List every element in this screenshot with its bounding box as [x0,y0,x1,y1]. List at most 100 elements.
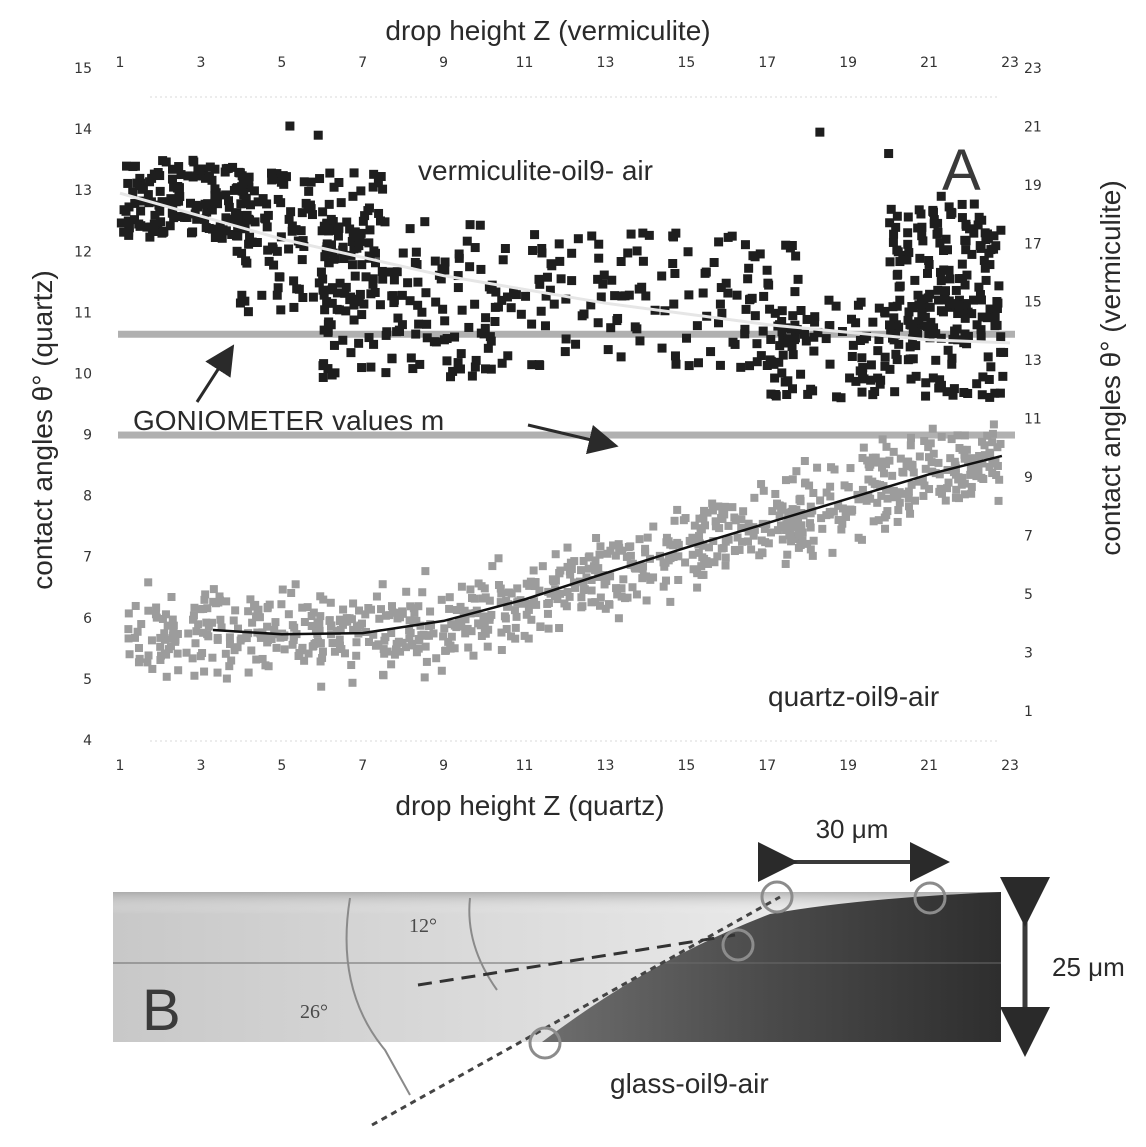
vermiculite-point [349,168,359,178]
quartz-point [809,536,818,545]
quartz-point [202,618,211,627]
vermiculite-point [777,327,787,337]
vermiculite-point [992,303,1002,313]
quartz-point [757,480,766,489]
vermiculite-point [397,320,407,330]
quartz-point [854,495,863,504]
quartz-point [374,640,383,649]
quartz-point [893,517,902,526]
series-vermiculite-oil9-air [116,121,1009,403]
vermiculite-point [186,228,196,238]
quartz-point [708,506,717,515]
quartz-point [862,496,871,505]
quartz-point [713,552,722,561]
vermiculite-point [792,325,802,335]
vermiculite-point [123,216,133,226]
vermiculite-point [788,311,798,321]
vermiculite-point [198,171,208,181]
vermiculite-point [992,297,1002,307]
x-top-axis-label: drop height Z (vermiculite) [385,15,710,46]
vermiculite-point [440,257,450,267]
quartz-point [394,637,403,646]
vermiculite-point [453,271,463,281]
quartz-point [349,599,358,608]
vermiculite-point [358,216,368,226]
vermiculite-point [157,228,167,238]
quartz-point [771,489,780,498]
vermiculite-point [334,223,344,233]
vermiculite-point [534,274,544,284]
vermiculite-point [480,323,490,333]
quartz-point [907,480,916,489]
quartz-point [148,664,157,673]
vermiculite-point [347,237,357,247]
vermiculite-point [747,293,757,303]
vermiculite-point [174,183,184,193]
quartz-point [211,599,220,608]
vermiculite-point [243,307,253,317]
vermiculite-point [446,372,456,382]
quartz-point [794,514,803,523]
vermiculite-point [534,360,544,370]
quartz-point [502,625,511,634]
quartz-point [162,672,171,681]
vermiculite-point [715,299,725,309]
quartz-point [909,468,918,477]
quartz-point [524,605,533,614]
vermiculite-point [948,390,958,400]
vermiculite-point [457,305,467,315]
quartz-point [695,532,704,541]
vermiculite-point [307,210,317,220]
vermiculite-point [943,345,953,355]
vermiculite-point [405,296,415,306]
quartz-point [592,534,601,543]
quartz-point [806,509,815,518]
vermiculite-point [957,259,967,269]
vermiculite-point [560,347,570,357]
quartz-point [328,639,337,648]
quartz-point [989,420,998,429]
quartz-point [649,573,658,582]
quartz-trendline [212,454,1003,636]
quartz-point [578,602,587,611]
vermiculite-point [793,274,803,284]
quartz-point [316,612,325,621]
vermiculite-point [467,371,477,381]
vermiculite-point [549,299,559,309]
vermiculite-point [327,370,337,380]
vermiculite-point [491,287,501,297]
panel-b-image [113,880,1001,1127]
quartz-point [379,671,388,680]
vermiculite-point [210,198,220,208]
x-top-tick-label: 11 [516,55,534,71]
quartz-point [728,503,737,512]
vermiculite-point [341,306,351,316]
quartz-point [555,624,564,633]
quartz-point [977,473,986,482]
quartz-point [681,514,690,523]
vermiculite-point [192,214,202,224]
quartz-point [612,584,621,593]
quartz-point [904,494,913,503]
vermiculite-point [453,358,463,368]
quartz-point [484,625,493,634]
quartz-point [788,505,797,514]
quartz-point [788,475,797,484]
y-right-tick-label: 21 [1024,119,1042,135]
quartz-point [227,656,236,665]
y-right-tick-label: 9 [1024,470,1033,486]
vermiculite-point [241,193,251,203]
quartz-point [215,596,224,605]
vermiculite-point [975,290,985,300]
vermiculite-point [189,157,199,167]
vermiculite-point [961,221,971,231]
vermiculite-point [486,364,496,374]
vermiculite-point [740,240,750,250]
quartz-point [216,615,225,624]
vermiculite-point [836,393,846,403]
y-left-tick-label: 10 [74,366,92,382]
vermiculite-point [885,320,895,330]
vermiculite-point [736,362,746,372]
x-top-tick-label: 5 [277,55,286,71]
vermiculite-point [200,214,210,224]
